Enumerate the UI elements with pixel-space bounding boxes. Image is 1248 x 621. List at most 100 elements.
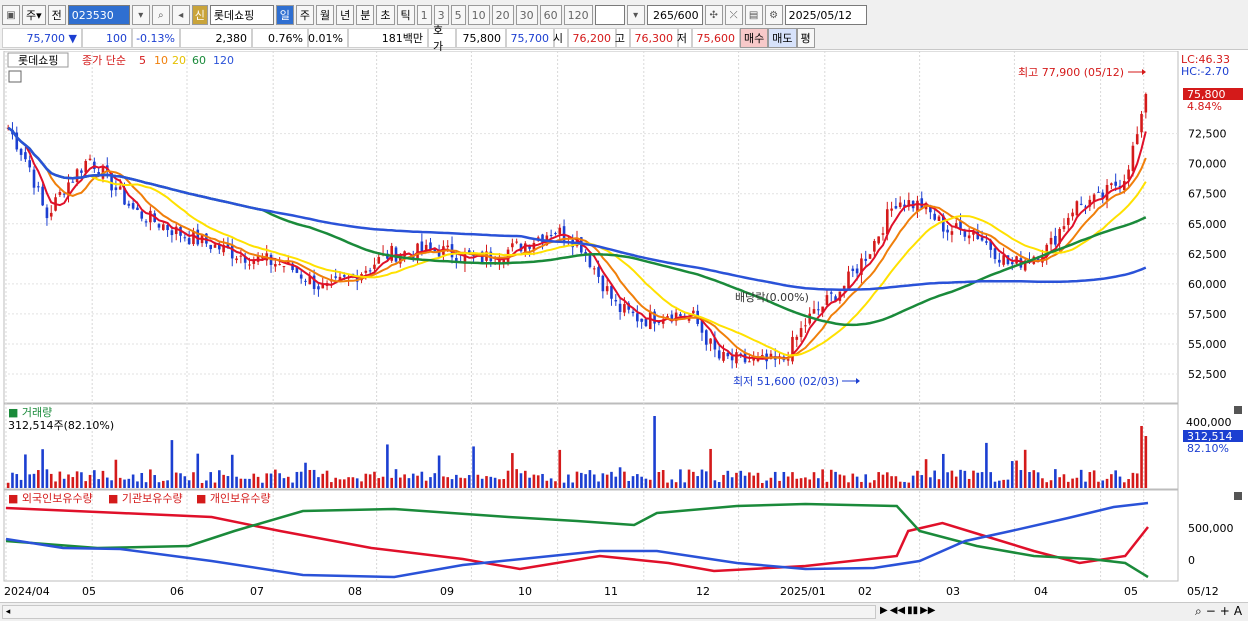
candle-body [213,244,217,248]
candle-body [243,256,247,263]
save-icon[interactable]: ▤ [744,5,763,25]
search-icon[interactable]: ⌕ [1195,604,1202,618]
interval-1[interactable]: 1 [416,5,432,25]
candle-body [28,160,32,168]
volume-bar [144,482,148,488]
font-size-icon[interactable]: A [1233,604,1243,618]
volume-bar [523,470,527,488]
pause-icon[interactable]: ▮▮ [907,605,919,616]
volume-bar [88,474,92,488]
toolbar: ▣ 주 ▾ 전 023530 ▾ ⌕ ◂ 신 롯데쇼핑 일 주 월 년 분 초 틱… [0,0,1248,53]
y-tick-5: 60,000 [1188,278,1227,291]
eval-button[interactable]: 평 [796,28,815,48]
volume-bar [808,479,812,488]
candle-body [1114,181,1117,186]
volume-bar [118,477,122,488]
horizontal-scrollbar[interactable]: ◂ [2,605,876,619]
date-input[interactable]: 2025/05/12 [784,5,867,25]
candle-body [19,148,23,155]
volume-bar [1071,478,1074,488]
candle-body [24,152,27,160]
candle-body [123,187,126,205]
scroll-left-icon[interactable]: ◂ [5,607,11,617]
investor-panel-close-icon[interactable] [1234,492,1242,500]
volume-bar [558,449,562,488]
volume-bar [769,477,773,488]
speaker-icon[interactable]: ◂ [171,5,190,25]
code-input[interactable]: 023530 [67,5,130,25]
volume-bar [437,455,441,488]
rewind-icon[interactable]: ◀◀ [889,605,906,616]
interval-custom-input[interactable] [594,5,625,25]
zoom-in-icon[interactable]: + [1219,604,1230,618]
volume-bar [196,453,200,488]
interval-dropdown-icon[interactable]: ▾ [626,5,645,25]
volume-bar [347,477,350,488]
volume-bar [515,469,518,488]
volume-bar [735,472,738,488]
tab-year[interactable]: 년 [336,5,355,25]
code-dropdown-icon[interactable]: ▾ [131,5,150,25]
gear-icon[interactable]: ⚙ [764,5,783,25]
volume-bar [1079,469,1083,488]
volume-bar [450,479,454,488]
volume-bar [321,473,325,488]
volume-bar [881,474,885,488]
buy-button[interactable]: 매수 [740,28,769,48]
window-icon[interactable]: ▣ [2,5,20,25]
interval-10[interactable]: 10 [467,5,490,25]
candle-body [446,245,450,248]
candle-body [898,202,902,208]
volume-bar [192,472,195,488]
draw-tool-icon[interactable]: ⤫ [724,5,743,25]
interval-120[interactable]: 120 [563,5,593,25]
tab-minute[interactable]: 분 [356,5,375,25]
volume-bar [1023,449,1027,488]
tab-week[interactable]: 주 [295,5,315,25]
nav-controls: ▶ ◀◀ ▮▮ ▶▶ [880,605,936,616]
volume-bar [248,478,251,488]
candle-body [692,310,695,314]
tab-month[interactable]: 월 [316,5,335,25]
play-icon[interactable]: ▶ [880,605,888,616]
volume-bar [618,467,622,488]
volume-panel-close-icon[interactable] [1234,406,1242,414]
count-input[interactable]: 265/600 [646,5,703,25]
chart-svg[interactable]: 72,500 70,000 67,500 65,000 62,500 60,000 57,5… [0,50,1248,603]
type-select[interactable]: 주 ▾ [22,5,46,25]
zoom-out-icon[interactable]: − [1205,604,1216,618]
volume-bar [864,474,868,488]
all-button[interactable]: 전 [47,5,66,25]
candle-body [399,255,402,264]
interval-30[interactable]: 30 [515,5,538,25]
volume-bar [71,477,75,488]
volume-bar [963,470,967,488]
volume-bar [291,482,294,488]
x-tick-9: 2025/01 [780,585,826,598]
interval-20[interactable]: 20 [491,5,514,25]
candle-body [993,248,997,260]
tab-tick[interactable]: 틱 [396,5,415,25]
forward-icon[interactable]: ▶▶ [920,605,936,616]
candle-body [817,309,820,311]
table-toggle-icon[interactable] [8,70,22,83]
chart-area[interactable]: 72,500 70,000 67,500 65,000 62,500 60,000 57,5… [0,50,1248,603]
candle-body [592,268,596,270]
volume-bar [873,480,876,488]
interval-60[interactable]: 60 [539,5,562,25]
tab-second[interactable]: 초 [376,5,395,25]
tab-day[interactable]: 일 [275,5,294,25]
search-icon[interactable]: ⌕ [151,5,170,25]
candle-body [648,311,652,329]
volume-bar [269,473,273,488]
candle-body [1049,237,1053,245]
interval-3[interactable]: 3 [433,5,449,25]
volume-bar [407,478,411,488]
candle-body [338,276,342,280]
ma-legend-title: 종가 단순 [82,54,126,67]
crosshair-icon[interactable]: ✣ [704,5,723,25]
sell-button[interactable]: 매도 [768,28,797,48]
candle-body [373,264,376,269]
interval-5[interactable]: 5 [450,5,466,25]
quote-amount: 181백만 [348,28,428,48]
